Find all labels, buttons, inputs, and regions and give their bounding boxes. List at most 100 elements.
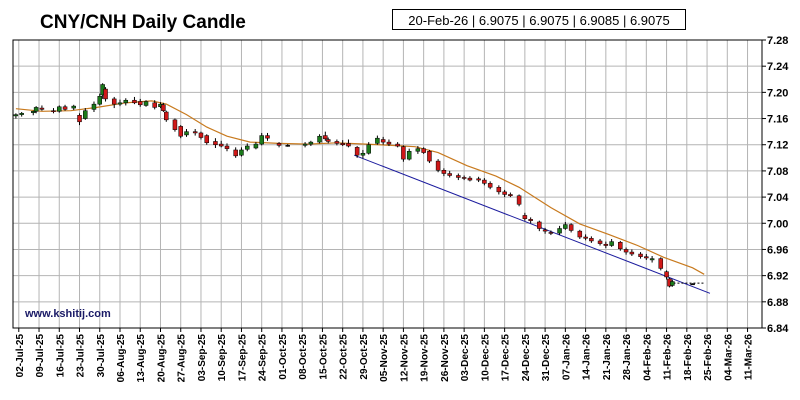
candle xyxy=(609,238,614,247)
x-tick-label: 03-Sep-25 xyxy=(197,334,208,382)
x-tick-label: 07-Jan-26 xyxy=(561,334,572,381)
candle xyxy=(456,173,461,181)
candle xyxy=(563,221,568,230)
candle-body xyxy=(62,106,68,110)
moving-average-layer xyxy=(15,100,705,275)
candle-body xyxy=(563,224,568,229)
candle-body xyxy=(137,101,143,106)
candle-body xyxy=(265,135,270,139)
candle-body xyxy=(253,143,259,149)
candle-body xyxy=(638,253,643,257)
x-tick-label: 08-Oct-25 xyxy=(298,334,309,380)
grid-lines xyxy=(13,39,762,329)
candle xyxy=(638,252,643,259)
candle xyxy=(172,118,178,132)
y-tick-label: 7.20 xyxy=(767,87,788,99)
candle-body xyxy=(111,98,117,105)
candle-body xyxy=(557,228,562,234)
y-tick-label: 7.04 xyxy=(767,192,789,204)
candle-body xyxy=(51,110,56,112)
x-tick-label: 13-Aug-25 xyxy=(136,334,147,383)
candle-body xyxy=(589,238,594,242)
candle xyxy=(198,131,204,140)
candle xyxy=(496,185,502,195)
candle-body xyxy=(323,135,328,140)
x-tick-label: 18-Feb-26 xyxy=(683,334,694,381)
candle xyxy=(184,129,189,137)
candle-body xyxy=(334,141,340,144)
candle xyxy=(508,192,513,198)
candle-body xyxy=(164,111,169,121)
x-tick-label: 11-Feb-26 xyxy=(663,334,674,381)
candle xyxy=(618,240,623,251)
candle-body xyxy=(308,141,314,145)
x-tick-label: 01-Oct-25 xyxy=(278,334,289,380)
candle-body xyxy=(184,131,189,136)
candle-body xyxy=(204,135,210,144)
candle xyxy=(583,234,588,241)
candle xyxy=(132,96,137,105)
candle-body xyxy=(123,99,129,104)
candle xyxy=(427,149,432,164)
candle xyxy=(664,270,669,280)
candle xyxy=(204,134,210,145)
candle xyxy=(589,236,594,243)
candle-body xyxy=(30,111,36,113)
candle xyxy=(71,104,76,111)
candle-body xyxy=(609,241,614,246)
candle xyxy=(482,178,487,186)
candle xyxy=(548,230,554,236)
x-tick-label: 17-Dec-25 xyxy=(501,334,512,382)
x-tick-label: 30-Jul-25 xyxy=(96,334,107,378)
candle-body xyxy=(77,115,82,123)
candle-body xyxy=(13,114,19,117)
y-tick-label: 6.88 xyxy=(767,297,788,309)
x-tick-label: 27-Aug-25 xyxy=(177,334,188,383)
candle xyxy=(57,105,62,113)
x-tick-label: 21-Jan-26 xyxy=(602,334,613,381)
y-tick-label: 7.08 xyxy=(767,166,788,178)
x-tick-label: 24-Dec-25 xyxy=(521,334,532,382)
candle xyxy=(447,170,452,178)
candle xyxy=(516,194,522,207)
candle-body xyxy=(132,99,137,104)
candle-body xyxy=(192,131,198,134)
candle xyxy=(487,181,493,190)
candle-body xyxy=(629,251,635,255)
candle xyxy=(380,136,386,145)
candle-body xyxy=(178,126,183,137)
candle xyxy=(461,175,467,181)
candle xyxy=(658,257,664,271)
trendline-layer xyxy=(354,154,711,294)
candle xyxy=(39,105,45,111)
candle-body xyxy=(577,230,583,238)
candle xyxy=(670,279,675,287)
trendline xyxy=(354,154,711,294)
x-tick-label: 03-Dec-25 xyxy=(460,334,471,382)
candle-body xyxy=(213,141,218,145)
candle-body xyxy=(476,178,481,181)
candle-body xyxy=(548,232,554,234)
candle xyxy=(406,148,412,161)
candle-body xyxy=(461,177,467,179)
candle-body xyxy=(117,102,123,105)
candle-body xyxy=(644,256,649,259)
candle-body xyxy=(427,151,432,162)
candle xyxy=(401,145,406,162)
candle xyxy=(111,96,117,109)
candle-body xyxy=(456,175,461,178)
candle-body xyxy=(502,191,507,195)
candle xyxy=(597,238,603,246)
candle xyxy=(161,102,166,112)
x-tick-label: 10-Sep-25 xyxy=(217,334,228,382)
candle xyxy=(143,100,149,107)
candle xyxy=(395,142,400,148)
candle xyxy=(192,129,198,136)
candle-body xyxy=(103,88,108,100)
candle xyxy=(522,212,528,221)
y-tick-label: 7.16 xyxy=(767,114,788,126)
candle xyxy=(224,143,230,152)
candle xyxy=(164,110,169,122)
candle-body xyxy=(239,149,244,156)
candle-body xyxy=(354,147,360,156)
